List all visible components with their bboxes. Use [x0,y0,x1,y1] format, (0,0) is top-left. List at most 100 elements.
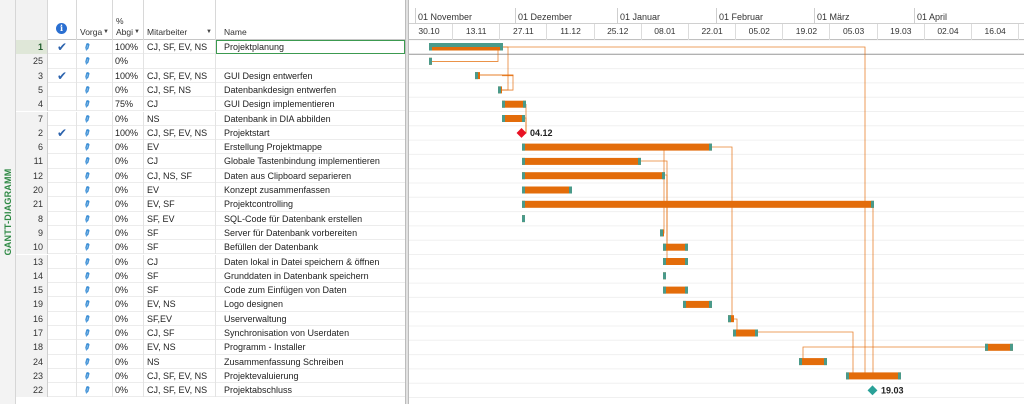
row-id[interactable]: 2 [16,125,48,141]
percent-cell[interactable]: 0% [113,326,144,341]
row-id[interactable]: 4 [16,97,48,112]
table-row[interactable]: 5 ✎ 0% CJ, SF, NS Datenbankdesign entwerfen [16,82,405,98]
task-mode-cell[interactable]: ✎ [77,183,113,198]
table-row[interactable]: 23 ✎ 0% CJ, SF, EV, NS Projektevaluierung [16,368,405,384]
task-mode-cell[interactable]: ✎ [77,125,113,141]
table-row[interactable]: 14 ✎ 0% SF Grunddaten in Datenbank speichern [16,268,405,284]
percent-cell[interactable]: 0% [113,297,144,312]
task-name-cell[interactable]: Konzept zusammenfassen [224,185,331,195]
percent-cell[interactable]: 0% [113,225,144,241]
resources-cell[interactable]: EV, NS [144,297,216,312]
task-mode-cell[interactable]: ✎ [77,111,113,126]
row-id[interactable]: 9 [16,225,48,241]
task-name-cell[interactable] [216,54,405,68]
percent-cell[interactable]: 0% [113,340,144,355]
task-name-cell[interactable]: Grunddaten in Datenbank speichern [224,270,369,281]
task-mode-cell[interactable]: ✎ [77,68,113,83]
resources-cell[interactable]: EV [144,183,216,198]
percent-cell[interactable]: 0% [113,311,144,326]
resources-cell[interactable]: SF [144,283,216,298]
resources-cell[interactable]: NS [144,111,216,126]
resources-cell[interactable]: SF,EV [144,311,216,326]
view-splitter[interactable] [405,0,409,404]
task-name-cell[interactable]: Daten lokal in Datei speichern & öffnen [224,256,380,267]
header-percent-complete[interactable]: % Abgi ▼ [113,0,144,40]
task-mode-cell[interactable]: ✎ [77,40,113,55]
table-row[interactable]: 11 ✎ 0% CJ Globale Tastenbindung implementie… [16,154,405,169]
task-name-cell[interactable]: Projektstart [224,127,270,138]
task-name-cell[interactable]: Zusammenfassung Schreiben [224,356,344,367]
header-task-mode[interactable]: Vorga ▼ [77,0,113,40]
task-name-cell[interactable]: Server für Datenbank vorbereiten [224,227,358,238]
percent-cell[interactable]: 0% [113,283,144,298]
task-mode-cell[interactable]: ✎ [77,326,113,341]
task-name-cell[interactable]: Programm - Installer [224,342,306,353]
dropdown-arrow-icon[interactable]: ▼ [103,29,109,35]
task-mode-cell[interactable]: ✎ [77,297,113,312]
task-name-cell[interactable]: GUI Design implementieren [224,99,335,110]
table-row[interactable]: 3 ✔ ✎ 100% CJ, SF, EV, NS GUI Design entwerfe… [16,68,405,83]
row-id[interactable]: 18 [16,340,48,355]
percent-cell[interactable]: 0% [113,183,144,198]
resources-cell[interactable]: CJ, SF [144,326,216,341]
task-mode-cell[interactable]: ✎ [77,211,113,226]
resources-cell[interactable] [144,54,216,69]
task-name-cell[interactable]: Datenbank in DIA abbilden [224,113,331,124]
task-mode-cell[interactable]: ✎ [77,197,113,212]
percent-cell[interactable]: 0% [113,197,144,212]
table-row[interactable]: 8 ✎ 0% SF, EV SQL-Code für Datenbank erstell… [16,211,405,226]
row-id[interactable]: 19 [16,297,48,312]
row-id[interactable]: 22 [16,383,48,398]
resources-cell[interactable]: SF [144,240,216,255]
resources-cell[interactable]: CJ, SF, NS [144,82,216,98]
table-row[interactable]: 17 ✎ 0% CJ, SF Synchronisation von Userdaten [16,326,405,341]
header-resources[interactable]: Mitarbeiter ▼ [144,0,216,40]
row-id[interactable]: 5 [16,82,48,98]
resources-cell[interactable]: SF [144,225,216,241]
percent-cell[interactable]: 0% [113,111,144,126]
row-id[interactable]: 16 [16,311,48,326]
task-name-cell[interactable]: Datenbankdesign entwerfen [224,84,337,95]
table-row[interactable]: 25 ✎ 0% [16,54,405,69]
task-mode-cell[interactable]: ✎ [77,283,113,298]
resources-cell[interactable]: EV, SF [144,197,216,212]
row-id[interactable]: 21 [16,197,48,212]
row-id[interactable]: 6 [16,140,48,155]
task-name-cell[interactable]: Userverwaltung [224,313,287,324]
percent-cell[interactable]: 0% [113,368,144,384]
resources-cell[interactable]: CJ, SF, EV, NS [144,40,216,55]
percent-cell[interactable]: 0% [113,168,144,183]
resources-cell[interactable]: CJ, SF, EV, NS [144,125,216,141]
row-id[interactable]: 13 [16,254,48,269]
task-mode-cell[interactable]: ✎ [77,354,113,369]
resources-cell[interactable]: EV, NS [144,340,216,355]
resources-cell[interactable]: SF [144,268,216,284]
header-select-all[interactable] [16,0,48,40]
task-name-cell[interactable]: Erstellung Projektmappe [224,142,323,153]
table-row[interactable]: 2 ✔ ✎ 100% CJ, SF, EV, NS Projektstart [16,125,405,141]
task-mode-cell[interactable]: ✎ [77,383,113,398]
percent-cell[interactable]: 0% [113,383,144,398]
row-id[interactable]: 20 [16,183,48,198]
task-mode-cell[interactable]: ✎ [77,168,113,183]
task-name-cell[interactable]: SQL-Code für Datenbank erstellen [224,213,363,224]
percent-cell[interactable]: 100% [113,68,144,83]
task-mode-cell[interactable]: ✎ [77,368,113,384]
row-id[interactable]: 25 [16,54,48,69]
row-id[interactable]: 3 [16,68,48,83]
percent-cell[interactable]: 0% [113,354,144,369]
percent-cell[interactable]: 0% [113,268,144,284]
row-id[interactable]: 24 [16,354,48,369]
table-row[interactable]: 24 ✎ 0% NS Zusammenfassung Schreiben [16,354,405,369]
task-mode-cell[interactable]: ✎ [77,311,113,326]
resources-cell[interactable]: CJ, NS, SF [144,168,216,183]
task-name-cell[interactable]: Synchronisation von Userdaten [224,328,350,338]
percent-cell[interactable]: 0% [113,82,144,98]
percent-cell[interactable]: 100% [113,125,144,141]
percent-cell[interactable]: 0% [113,154,144,169]
task-name-cell[interactable]: Globale Tastenbindung implementieren [224,156,380,167]
dropdown-arrow-icon[interactable]: ▼ [134,29,140,35]
task-mode-cell[interactable]: ✎ [77,54,113,69]
task-name-cell[interactable]: GUI Design entwerfen [224,70,313,81]
task-mode-cell[interactable]: ✎ [77,140,113,155]
